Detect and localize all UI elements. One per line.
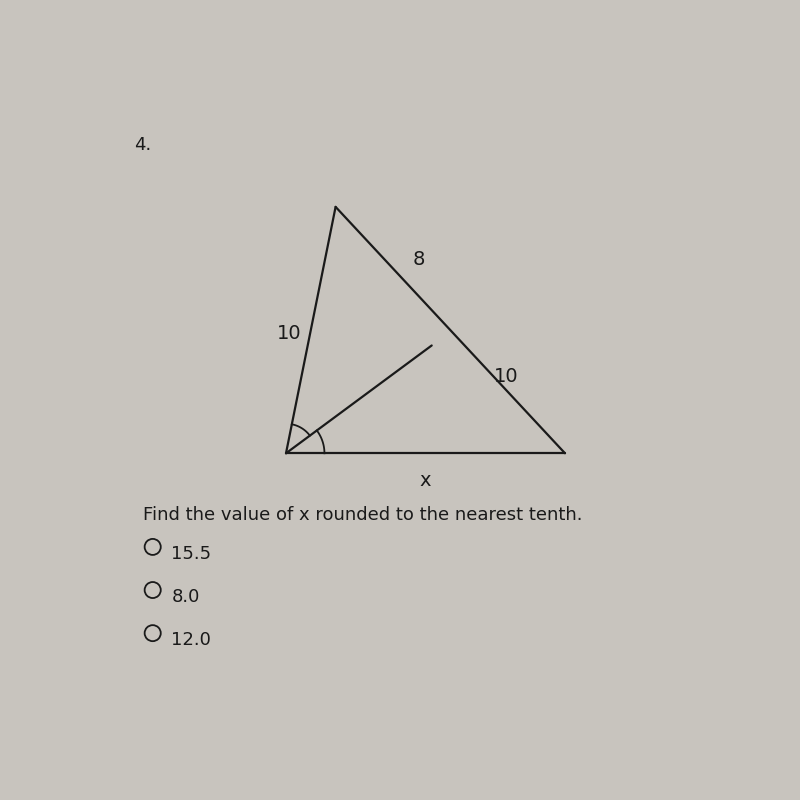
- Text: 10: 10: [277, 324, 302, 342]
- Text: x: x: [420, 471, 431, 490]
- Text: 4.: 4.: [134, 136, 151, 154]
- Text: 15.5: 15.5: [171, 545, 211, 562]
- Text: 10: 10: [494, 366, 518, 386]
- Text: 8: 8: [413, 250, 426, 269]
- Text: 8.0: 8.0: [171, 588, 200, 606]
- Text: 12.0: 12.0: [171, 631, 211, 649]
- Text: Find the value of x rounded to the nearest tenth.: Find the value of x rounded to the neare…: [143, 506, 583, 524]
